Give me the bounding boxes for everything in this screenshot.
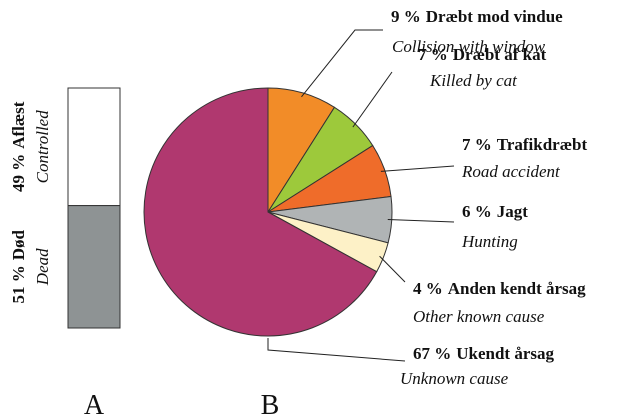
value-label: 9 %: [391, 7, 421, 26]
leader-line: [352, 71, 393, 128]
category-label: Ukendt årsag: [456, 344, 554, 363]
leader-line: [301, 29, 383, 98]
category-label-en: Killed by cat: [429, 71, 518, 90]
slice-label: 6 % Jagt: [462, 202, 528, 221]
value-label: 7 %: [418, 45, 448, 64]
value-label: 51 %: [9, 265, 28, 303]
leader-line: [267, 338, 406, 362]
value-label: 49 %: [9, 154, 28, 192]
slice-label: 4 % Anden kendt årsag: [413, 279, 586, 298]
category-label-en: Unknown cause: [400, 369, 509, 388]
category-label-en: Road accident: [461, 162, 561, 181]
value-label: 67 %: [413, 344, 451, 363]
slice-label: 67 % Ukendt årsag: [413, 344, 555, 363]
panel-label: A: [84, 390, 105, 420]
segment-label: 49 % Aflæst: [9, 101, 28, 192]
segment-name-en: Controlled: [33, 110, 52, 184]
bar-segment: [67, 87, 121, 207]
leader-line: [379, 255, 406, 283]
value-label: 6 %: [462, 202, 492, 221]
category-label-en: Other known cause: [413, 307, 545, 326]
leader-line: [380, 165, 455, 172]
category-label-en: Collision with window: [392, 37, 546, 56]
segment-name-en: Dead: [33, 248, 52, 286]
segment-label: 51 % Død: [9, 230, 28, 304]
category-label: Jagt: [497, 202, 529, 221]
category-label: Dræbt af kat: [453, 45, 547, 64]
panel-label: B: [261, 390, 280, 420]
category-label-en: Hunting: [461, 232, 518, 251]
slice-label: 9 % Dræbt mod vindue: [391, 7, 563, 26]
category-label: Anden kendt årsag: [448, 279, 586, 298]
segment-name: Aflæst: [9, 101, 28, 149]
value-label: 4 %: [413, 279, 443, 298]
segment-name: Død: [9, 230, 28, 261]
category-label: Trafikdræbt: [497, 135, 588, 154]
pie-slice: [143, 87, 378, 337]
category-label: Dræbt mod vindue: [426, 7, 563, 26]
leader-line: [387, 219, 455, 223]
slice-label: 7 % Trafikdræbt: [462, 135, 587, 154]
slice-label: 7 % Dræbt af kat: [418, 45, 547, 64]
bar-segment: [67, 205, 121, 329]
value-label: 7 %: [462, 135, 492, 154]
